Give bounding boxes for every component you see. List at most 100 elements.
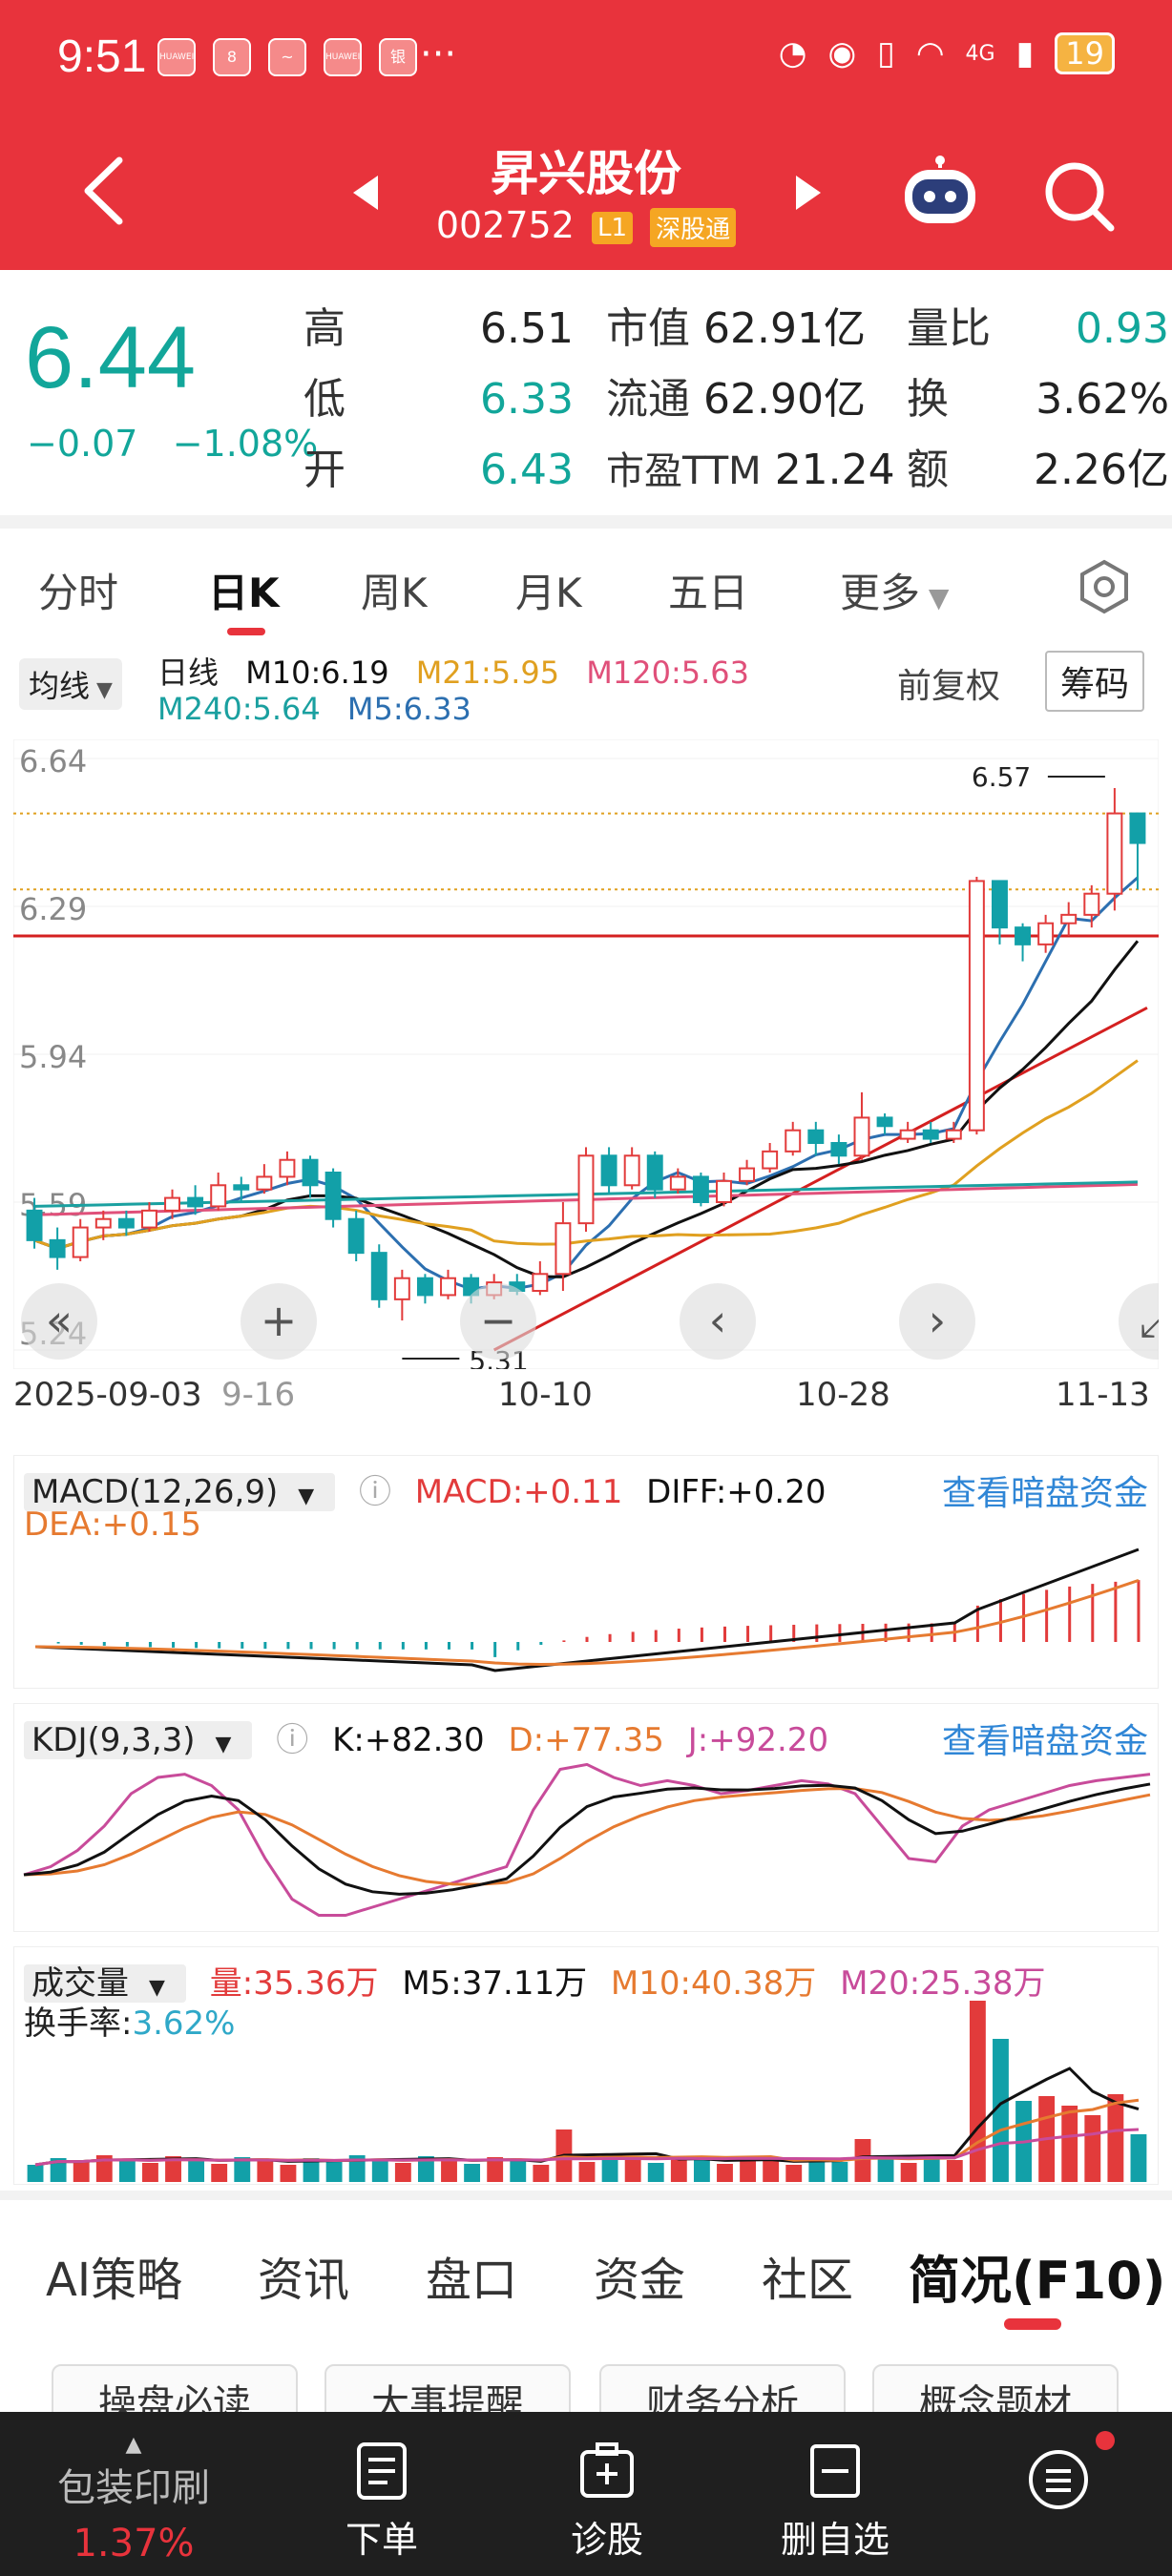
tab-daily-k[interactable]: 日K	[208, 570, 280, 616]
volume-bar	[142, 2163, 158, 2182]
turnover-row: 换手率:3.62%	[24, 1997, 235, 2044]
volume-bar	[50, 2158, 67, 2182]
ma120-value: M120:5.63	[586, 654, 749, 691]
back-arrow-icon[interactable]	[76, 153, 134, 229]
quote-col-1: 高 6.51 低 6.33 开 6.43	[303, 294, 574, 506]
tab-ai-strategy[interactable]: AI策略	[46, 2254, 182, 2307]
kdj-selector[interactable]: KDJ(9,3,3) ▼	[24, 1721, 253, 1759]
tab-intraday[interactable]: 分时	[38, 570, 119, 616]
j-value: J:+92.20	[687, 1721, 829, 1759]
candle-body	[164, 1196, 180, 1212]
tab-five-day[interactable]: 五日	[668, 570, 749, 616]
candle-body	[853, 1116, 870, 1157]
pe-value: 21.24	[774, 446, 895, 494]
volume-selector[interactable]: 成交量 ▼	[24, 1964, 186, 2003]
tab-weekly-k[interactable]: 周K	[361, 570, 428, 616]
chart-settings-icon[interactable]	[1077, 559, 1132, 614]
volume-bar	[211, 2164, 228, 2182]
candle-body	[555, 1222, 572, 1276]
volume-bar	[785, 2165, 803, 2182]
search-icon[interactable]	[1040, 157, 1117, 234]
macd-panel[interactable]: MACD(12,26,9) ▼ ⓘ MACD:+0.11 DIFF:+0.20 …	[13, 1455, 1159, 1689]
high-value: 6.51	[480, 304, 574, 353]
tab-profile-f10[interactable]: 简况(F10)	[909, 2251, 1166, 2311]
x-tick: 2025-09-03	[13, 1376, 202, 1414]
candle-body	[739, 1167, 756, 1182]
tab-capital[interactable]: 资金	[594, 2254, 686, 2307]
volume-chart	[27, 2001, 1147, 2182]
volume-bar	[693, 2160, 710, 2182]
volume-bar	[808, 2158, 826, 2182]
volume-header: 成交量 ▼ 量:35.36万 M5:37.11万 M10:40.38万 M20:…	[24, 1957, 1059, 2004]
network-type: 4G	[965, 41, 995, 66]
status-app-icons: HUAWEI 8 ~ HUAWEI 银	[157, 38, 417, 76]
volume-bar	[578, 2162, 596, 2182]
industry-info[interactable]: ▲ 包装印刷 1.37%	[29, 2433, 239, 2566]
period-tabs: 分时 日K 周K 月K 五日 更多 ▼	[0, 534, 1172, 639]
menu-button[interactable]	[1025, 2446, 1092, 2517]
volume-bar	[763, 2161, 780, 2182]
volume-bar	[670, 2156, 687, 2182]
turnover-label: 换手率:	[24, 2005, 133, 2043]
turnover-label: 换	[907, 375, 949, 424]
zoom-out-icon-glyph: −	[480, 1295, 517, 1346]
candle-body	[393, 1277, 410, 1300]
y-tick-label: 6.29	[19, 891, 87, 927]
chips-button[interactable]: 筹码	[1045, 651, 1145, 712]
y-tick-label: 6.64	[19, 743, 87, 779]
ma-selector-label: 均线	[29, 668, 91, 704]
tab-more[interactable]: 更多 ▼	[840, 561, 949, 619]
candle-body	[785, 1129, 802, 1153]
order-button[interactable]: 下单	[324, 2441, 439, 2563]
active-tab-indicator	[227, 628, 265, 635]
candle-body	[968, 880, 985, 1132]
diagnose-icon	[580, 2442, 634, 2498]
tab-community[interactable]: 社区	[762, 2254, 854, 2307]
candle-body	[899, 1129, 916, 1140]
volume-panel[interactable]: 成交量 ▼ 量:35.36万 M5:37.11万 M10:40.38万 M20:…	[13, 1946, 1159, 2185]
kdj-panel[interactable]: KDJ(9,3,3) ▼ ⓘ K:+82.30 D:+77.35 J:+92.2…	[13, 1703, 1159, 1932]
prev-stock-icon[interactable]	[351, 174, 380, 212]
stock-name: 昇兴股份	[491, 146, 681, 201]
ma5-value: M5:6.33	[346, 691, 471, 727]
scroll-left-icon[interactable]	[680, 1283, 756, 1360]
fullscreen-icon[interactable]	[1119, 1283, 1159, 1360]
zoom-in-icon[interactable]	[241, 1283, 317, 1360]
x-tick: 9-16	[221, 1376, 296, 1414]
remove-watchlist-button[interactable]: 删自选	[773, 2441, 897, 2563]
scroll-right-icon[interactable]	[899, 1283, 975, 1360]
high-label: 高	[303, 304, 345, 353]
volume-bar	[280, 2165, 297, 2182]
ma-selector[interactable]: 均线 ▼	[19, 658, 122, 710]
fullscreen-icon-glyph: ⤢	[1140, 1295, 1159, 1346]
kline-chart[interactable]: 6.646.295.945.595.24 6.575.31 «+−‹›⤢	[13, 739, 1159, 1369]
diagnose-button[interactable]: 诊股	[550, 2441, 664, 2563]
volume-bar	[27, 2165, 44, 2182]
top-header: 9:51 HUAWEI 8 ~ HUAWEI 银 ··· ◔ ◉ ▯ ◠ 4G …	[0, 0, 1172, 270]
tab-monthly-k[interactable]: 月K	[515, 570, 582, 616]
tab-news[interactable]: 资讯	[258, 2254, 350, 2307]
help-icon[interactable]: ⓘ	[358, 1473, 391, 1511]
candle-body	[370, 1252, 387, 1300]
volume-bar	[900, 2163, 917, 2182]
open-value: 6.43	[480, 446, 574, 494]
candle-body	[72, 1226, 89, 1258]
volume-bar	[487, 2157, 504, 2182]
volume-bar	[257, 2161, 274, 2182]
zoom-out-icon[interactable]	[460, 1283, 536, 1360]
turnover-value: 3.62%	[132, 2005, 236, 2043]
next-stock-icon[interactable]	[794, 174, 823, 212]
vol-value: 量:35.36万	[209, 1964, 379, 2003]
adjust-mode[interactable]: 前复权	[897, 667, 1001, 706]
macd-selector[interactable]: MACD(12,26,9) ▼	[24, 1473, 336, 1511]
help-icon[interactable]: ⓘ	[276, 1721, 309, 1759]
tab-orderbook[interactable]: 盘口	[426, 2254, 518, 2307]
ai-robot-icon[interactable]	[897, 155, 983, 231]
volume-bar	[188, 2160, 205, 2182]
candle-body	[416, 1277, 433, 1297]
candle-body	[807, 1129, 825, 1145]
vol-ratio-label: 量比	[907, 304, 991, 353]
rewind-icon[interactable]	[21, 1283, 97, 1360]
dark-pool-link[interactable]: 查看暗盘资金	[941, 1474, 1148, 1513]
dark-pool-link[interactable]: 查看暗盘资金	[941, 1722, 1148, 1761]
